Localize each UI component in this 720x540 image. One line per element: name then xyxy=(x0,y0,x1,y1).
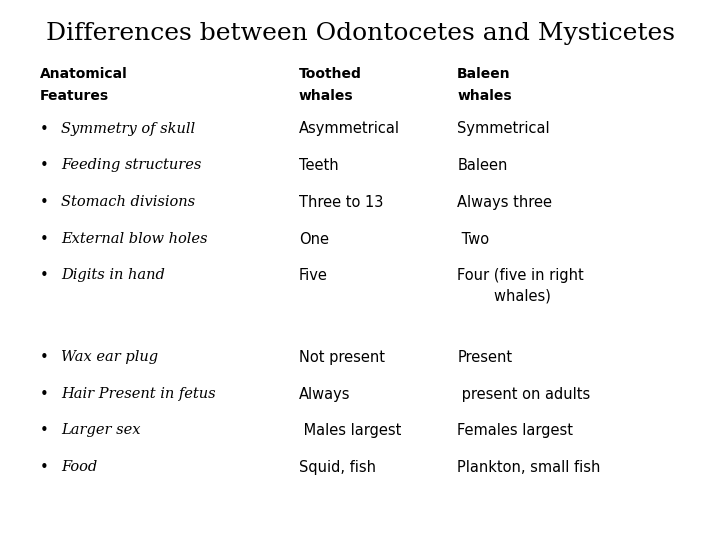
Text: Stomach divisions: Stomach divisions xyxy=(61,195,195,209)
Text: One: One xyxy=(299,232,329,247)
Text: whales: whales xyxy=(299,89,354,103)
Text: •: • xyxy=(40,158,48,173)
Text: Anatomical: Anatomical xyxy=(40,68,127,82)
Text: Hair Present in fetus: Hair Present in fetus xyxy=(61,387,216,401)
Text: Differences between Odontocetes and Mysticetes: Differences between Odontocetes and Myst… xyxy=(45,22,675,45)
Text: Always: Always xyxy=(299,387,351,402)
Text: whales): whales) xyxy=(457,289,551,304)
Text: •: • xyxy=(40,423,48,438)
Text: Baleen: Baleen xyxy=(457,68,510,82)
Text: Three to 13: Three to 13 xyxy=(299,195,383,210)
Text: Not present: Not present xyxy=(299,350,384,365)
Text: Wax ear plug: Wax ear plug xyxy=(61,350,158,364)
Text: •: • xyxy=(40,460,48,475)
Text: •: • xyxy=(40,195,48,210)
Text: Symmetry of skull: Symmetry of skull xyxy=(61,122,195,136)
Text: Asymmetrical: Asymmetrical xyxy=(299,122,400,137)
Text: Feeding structures: Feeding structures xyxy=(61,158,202,172)
Text: Toothed: Toothed xyxy=(299,68,361,82)
Text: Food: Food xyxy=(61,460,97,474)
Text: Present: Present xyxy=(457,350,513,365)
Text: whales: whales xyxy=(457,89,512,103)
Text: present on adults: present on adults xyxy=(457,387,590,402)
Text: Teeth: Teeth xyxy=(299,158,338,173)
Text: •: • xyxy=(40,268,48,284)
Text: •: • xyxy=(40,232,48,247)
Text: Females largest: Females largest xyxy=(457,423,573,438)
Text: Larger sex: Larger sex xyxy=(61,423,140,437)
Text: •: • xyxy=(40,387,48,402)
Text: Two: Two xyxy=(457,232,490,247)
Text: Symmetrical: Symmetrical xyxy=(457,122,550,137)
Text: Features: Features xyxy=(40,89,109,103)
Text: Plankton, small fish: Plankton, small fish xyxy=(457,460,600,475)
Text: Four (five in right: Four (five in right xyxy=(457,268,584,284)
Text: Males largest: Males largest xyxy=(299,423,401,438)
Text: •: • xyxy=(40,350,48,365)
Text: Digits in hand: Digits in hand xyxy=(61,268,165,282)
Text: •: • xyxy=(40,122,48,137)
Text: Always three: Always three xyxy=(457,195,552,210)
Text: Baleen: Baleen xyxy=(457,158,508,173)
Text: Squid, fish: Squid, fish xyxy=(299,460,376,475)
Text: Five: Five xyxy=(299,268,328,284)
Text: External blow holes: External blow holes xyxy=(61,232,207,246)
